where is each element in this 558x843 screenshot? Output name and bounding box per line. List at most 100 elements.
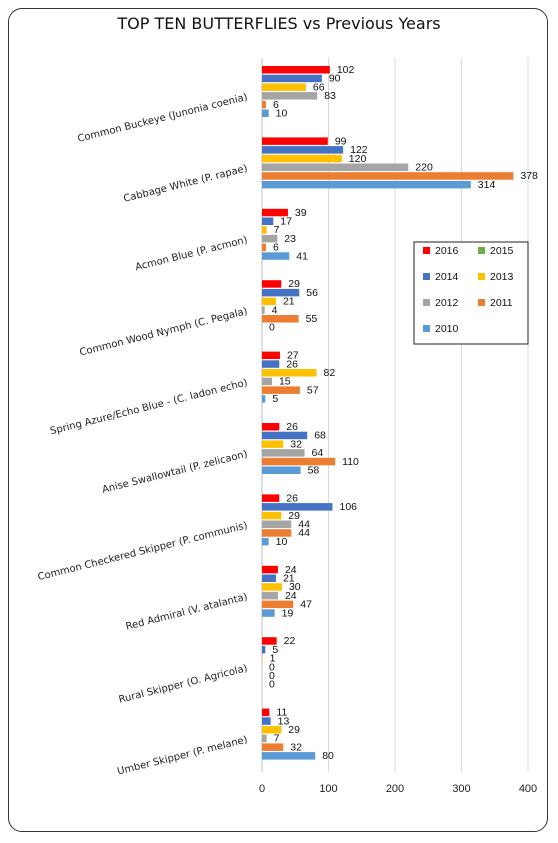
bar-2010 [262, 180, 471, 189]
legend-label: 2014 [435, 271, 459, 283]
data-label: 55 [306, 313, 318, 325]
bar-2010 [262, 466, 301, 474]
category-label: Common Wood Nymph (C. Pegala) [79, 306, 249, 358]
legend-swatch [423, 247, 430, 254]
data-label: 64 [312, 447, 324, 459]
bar-2012 [262, 377, 272, 386]
bar-2010 [262, 109, 269, 117]
legend-label: 2013 [490, 271, 514, 283]
data-label: 83 [324, 90, 336, 102]
bar-2016 [262, 423, 280, 431]
bar-2011 [262, 600, 294, 609]
bar-2010 [262, 537, 269, 546]
value-labels: 1029066836109912212022037831439177236412… [269, 64, 538, 762]
bar-2011 [262, 457, 336, 466]
data-label: 24 [285, 564, 297, 576]
bar-2016 [262, 137, 328, 145]
bar-2016 [262, 66, 330, 74]
data-label: 66 [313, 81, 325, 93]
legend-swatch [423, 299, 430, 306]
x-tick-label: 400 [519, 783, 537, 795]
bar-2011 [262, 172, 514, 180]
bar-2014 [262, 574, 276, 582]
legend-swatch [478, 247, 485, 254]
data-label: 99 [335, 135, 347, 147]
data-label: 41 [296, 250, 308, 262]
bar-2013 [262, 226, 267, 234]
data-label: 220 [415, 162, 433, 174]
bar-2014 [262, 288, 300, 297]
data-label: 21 [283, 573, 295, 585]
data-label: 27 [287, 350, 299, 362]
bar-2013 [262, 726, 282, 734]
data-label: 57 [307, 384, 319, 396]
category-label: Common Checkered Skipper (P. communis) [37, 520, 249, 583]
data-label: 44 [298, 527, 310, 539]
bar-2016 [262, 708, 270, 717]
category-label: Cabbage White (P. rapae) [122, 163, 248, 205]
data-label: 32 [290, 741, 302, 753]
data-label: 0 [269, 322, 275, 334]
category-label: Umber Skipper (P. melane) [116, 735, 249, 778]
bars [262, 66, 514, 760]
data-label: 15 [279, 376, 291, 388]
legend: 2016 2015 2014 2013 2012 2011 2010 [413, 241, 529, 345]
category-label: Acmon Blue (P. acmon) [134, 235, 249, 274]
data-label: 21 [283, 296, 295, 308]
data-label: 19 [282, 607, 294, 619]
bar-2010 [262, 395, 266, 403]
data-label: 0 [269, 670, 275, 682]
data-label: 110 [342, 456, 359, 468]
bar-2013 [262, 511, 282, 520]
legend-swatch [423, 273, 430, 280]
data-label: 26 [286, 492, 298, 504]
legend-label: 2012 [435, 297, 459, 309]
bar-2012 [262, 163, 409, 171]
category-label: Anise Swallowtail (P. zelicaon) [101, 449, 249, 496]
data-label: 44 [298, 519, 310, 531]
data-label: 29 [288, 278, 300, 290]
bar-2013 [262, 583, 282, 591]
x-tick-label: 0 [259, 783, 265, 795]
data-label: 58 [308, 465, 320, 477]
data-label: 22 [284, 635, 296, 647]
bar-2012 [262, 449, 305, 457]
bar-2014 [262, 503, 333, 511]
bar-2013 [262, 440, 284, 448]
bar-2016 [262, 280, 282, 288]
bar-2011 [262, 743, 284, 751]
data-label: 7 [274, 733, 280, 745]
bar-2012 [262, 306, 265, 314]
data-label: 314 [478, 179, 496, 191]
data-label: 6 [273, 99, 279, 111]
bar-2010 [262, 752, 316, 760]
category-labels: Common Buckeye (Junonia coenia) Cabbage W… [37, 92, 249, 778]
bar-2016 [262, 494, 280, 502]
bar-2010 [262, 252, 290, 260]
data-label: 47 [300, 599, 312, 611]
legend-label: 2015 [490, 245, 514, 257]
bar-2011 [262, 386, 300, 394]
x-tick-label: 300 [452, 783, 470, 795]
bar-2014 [262, 146, 344, 154]
data-label: 90 [329, 73, 341, 85]
bar-2013 [262, 297, 276, 306]
bar-2010 [262, 609, 275, 617]
category-label: Rural Skipper (O. Agricola) [118, 663, 249, 706]
category-label: Spring Azure/Echo Blue - (C. ladon echo) [49, 378, 249, 438]
data-label: 80 [322, 750, 334, 762]
data-label: 7 [274, 224, 280, 236]
bar-2014 [262, 360, 280, 368]
data-label: 82 [324, 367, 336, 379]
data-label: 4 [272, 304, 278, 316]
data-label: 56 [306, 287, 318, 299]
data-label: 17 [280, 216, 292, 228]
legend-label: 2011 [490, 297, 513, 309]
legend-swatch [478, 299, 485, 306]
bar-2016 [262, 208, 288, 217]
data-label: 122 [350, 144, 368, 156]
bar-2016 [262, 637, 277, 645]
data-label: 10 [276, 536, 288, 548]
chart-frame [8, 8, 548, 832]
